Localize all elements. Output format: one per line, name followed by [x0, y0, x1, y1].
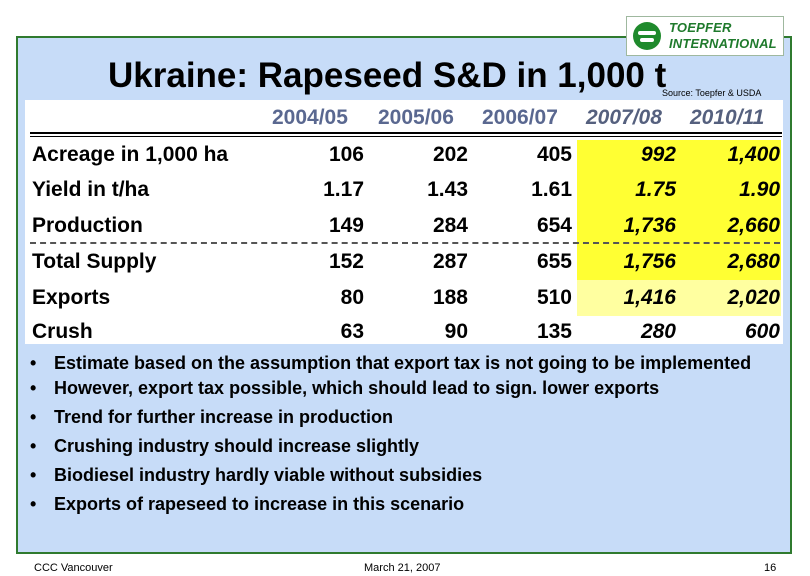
list-item: • Exports of rapeseed to increase in this…	[30, 494, 465, 514]
source-note: Source: Toepfer & USDA	[662, 88, 762, 98]
table-cell: 1,736	[623, 214, 676, 237]
table-cell: 287	[432, 250, 468, 273]
row-label: Acreage in 1,000 ha	[32, 143, 229, 166]
forecast-highlight	[577, 140, 781, 280]
table-cell: 600	[744, 320, 780, 343]
table-cell: 149	[328, 214, 364, 237]
row-label: Production	[32, 214, 143, 237]
globe-icon	[633, 22, 661, 50]
slide-title: Ukraine: Rapeseed S&D in 1,000 t	[108, 56, 667, 95]
table-cell: 654	[536, 214, 572, 237]
table-cell: 655	[536, 250, 572, 273]
table-cell: 63	[340, 320, 364, 343]
column-header: 2010/11	[690, 106, 765, 129]
bullet-list: • Estimate based on the assumption that e…	[30, 353, 770, 523]
logo-wordmark: TOEPFER INTERNATIONAL	[669, 20, 777, 52]
page-number: 16	[764, 562, 777, 574]
company-logo: TOEPFER INTERNATIONAL	[626, 16, 784, 56]
table-cell: 106	[328, 143, 364, 166]
header-rule-thin	[30, 136, 782, 137]
table-cell: 280	[640, 320, 676, 343]
list-item: • Biodiesel industry hardly viable withou…	[30, 465, 483, 485]
table-cell: 2,660	[727, 214, 780, 237]
table-cell: 80	[340, 286, 364, 309]
table-cell: 188	[432, 286, 468, 309]
table-cell: 202	[432, 143, 468, 166]
header-rule	[30, 132, 782, 134]
table-cell: 2,680	[727, 250, 780, 273]
table-cell: 1.90	[739, 178, 780, 201]
table-cell: 152	[328, 250, 364, 273]
table-cell: 90	[444, 320, 468, 343]
list-item: • Trend for further increase in productio…	[30, 407, 394, 427]
row-label: Yield in t/ha	[32, 178, 150, 201]
footer-event: CCC Vancouver	[34, 562, 113, 574]
section-divider	[30, 242, 780, 244]
table-cell: 510	[536, 286, 572, 309]
table-cell: 1,756	[623, 250, 676, 273]
row-label: Total Supply	[32, 250, 157, 273]
list-item: • Estimate based on the assumption that e…	[30, 353, 752, 373]
table-cell: 1.75	[635, 178, 676, 201]
logo-line1: TOEPFER	[669, 20, 732, 35]
row-label: Crush	[32, 320, 93, 343]
table-cell: 2,020	[727, 286, 780, 309]
table-cell: 1.43	[427, 178, 468, 201]
column-header: 2007/08	[586, 106, 662, 129]
column-header: 2006/07	[482, 106, 558, 129]
table-cell: 405	[536, 143, 572, 166]
table-cell: 1.17	[323, 178, 364, 201]
logo-line2: INTERNATIONAL	[669, 36, 777, 51]
column-header: 2004/05	[272, 106, 348, 129]
table-cell: 992	[640, 143, 676, 166]
forecast-highlight-light	[577, 280, 781, 316]
table-cell: 1,416	[623, 286, 676, 309]
table-cell: 284	[432, 214, 468, 237]
list-item: • Crushing industry should increase sligh…	[30, 436, 420, 456]
table-cell: 135	[536, 320, 572, 343]
list-item: • However, export tax possible, which sho…	[30, 378, 660, 398]
column-header: 2005/06	[378, 106, 454, 129]
table-cell: 1,400	[727, 143, 780, 166]
row-label: Exports	[32, 286, 111, 309]
footer-date: March 21, 2007	[364, 562, 441, 574]
table-cell: 1.61	[531, 178, 572, 201]
